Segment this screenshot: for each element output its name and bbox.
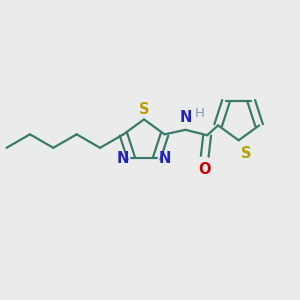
Text: S: S [241,146,251,161]
Text: S: S [139,102,149,117]
Text: N: N [116,151,129,166]
Text: O: O [199,162,211,177]
Text: H: H [194,107,204,120]
Text: N: N [159,151,172,166]
Text: N: N [180,110,192,125]
